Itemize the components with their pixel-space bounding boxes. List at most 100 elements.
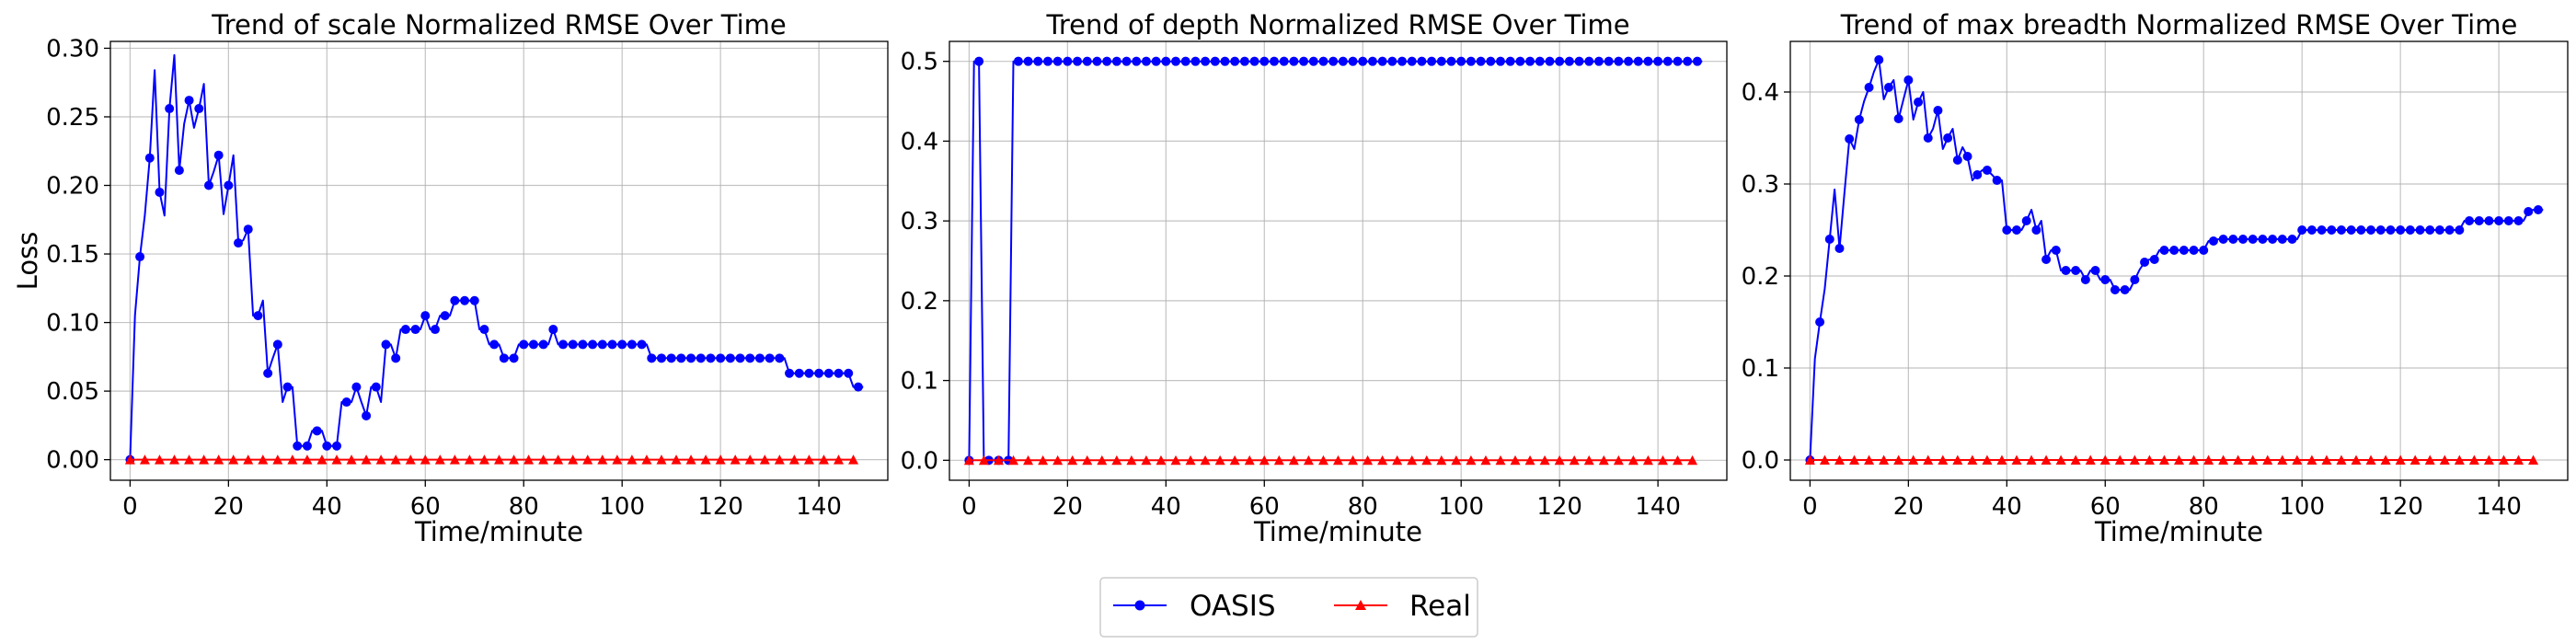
data-point-oasis bbox=[1289, 56, 1299, 66]
data-point-real bbox=[287, 454, 298, 465]
data-point-oasis bbox=[2287, 235, 2297, 244]
data-point-real bbox=[1229, 454, 1240, 466]
data-point-oasis bbox=[2336, 225, 2346, 235]
y-tick-label: 0.2 bbox=[901, 288, 938, 316]
data-point-oasis bbox=[194, 104, 204, 114]
data-point-real bbox=[124, 454, 135, 465]
data-point-real bbox=[1510, 454, 1521, 466]
y-axis-label: Loss bbox=[12, 232, 43, 291]
data-point-oasis bbox=[1417, 56, 1427, 66]
data-point-oasis bbox=[1633, 56, 1643, 66]
chart-panel-1: 0 20 40 60 80 100 120 140 0.00 0.05 0.10 0.15 0.20 0.… bbox=[12, 9, 889, 547]
data-point-real bbox=[1348, 454, 1359, 466]
data-point-oasis bbox=[420, 311, 431, 321]
data-point-oasis bbox=[302, 441, 312, 451]
data-point-oasis bbox=[1033, 56, 1043, 66]
data-point-real bbox=[390, 454, 401, 465]
data-point-real bbox=[494, 454, 504, 465]
data-point-oasis bbox=[1683, 56, 1693, 66]
data-point-oasis bbox=[1427, 56, 1437, 66]
data-point-real bbox=[316, 454, 328, 465]
data-point-oasis bbox=[617, 339, 627, 350]
data-point-real bbox=[1967, 454, 1978, 465]
data-point-oasis bbox=[174, 166, 184, 176]
data-point-oasis bbox=[2396, 225, 2406, 235]
data-point-oasis bbox=[2533, 205, 2543, 214]
legend-frame bbox=[1099, 577, 1478, 638]
data-point-oasis bbox=[834, 368, 844, 378]
data-point-oasis bbox=[2061, 266, 2071, 275]
legend: OASIS Real bbox=[1099, 577, 1478, 638]
y-tick-label: 0.20 bbox=[46, 173, 99, 201]
data-point-oasis bbox=[2199, 246, 2209, 255]
data-point-real bbox=[656, 454, 667, 465]
data-point-oasis bbox=[2297, 225, 2307, 235]
data-point-oasis bbox=[2120, 285, 2130, 294]
data-point-oasis bbox=[578, 339, 588, 350]
data-point-oasis bbox=[607, 339, 617, 350]
x-axis-label: Time/minute bbox=[1253, 516, 1422, 547]
data-point-oasis bbox=[213, 150, 224, 160]
data-point-oasis bbox=[627, 339, 637, 350]
data-point-oasis bbox=[2002, 225, 2012, 235]
data-point-oasis bbox=[1387, 56, 1397, 66]
data-point-real bbox=[2277, 454, 2288, 465]
data-point-oasis bbox=[1604, 56, 1614, 66]
data-point-real bbox=[2306, 454, 2317, 465]
data-point-oasis bbox=[2386, 225, 2396, 235]
data-point-real bbox=[2026, 454, 2037, 465]
data-point-oasis bbox=[1121, 56, 1132, 66]
data-point-oasis bbox=[1308, 56, 1318, 66]
data-point-oasis bbox=[745, 353, 755, 363]
data-point-oasis bbox=[974, 56, 984, 66]
x-tick-label: 140 bbox=[2476, 493, 2522, 521]
data-point-oasis bbox=[1845, 134, 1855, 144]
data-point-oasis bbox=[2405, 225, 2415, 235]
data-point-oasis bbox=[2306, 225, 2317, 235]
data-point-oasis bbox=[735, 353, 745, 363]
x-tick-label: 40 bbox=[1151, 493, 1181, 521]
data-point-oasis bbox=[2238, 235, 2248, 244]
data-point-oasis bbox=[1854, 115, 1864, 124]
data-point-real bbox=[1421, 454, 1432, 466]
data-point-oasis bbox=[2041, 255, 2052, 264]
data-point-real bbox=[478, 454, 489, 465]
data-point-real bbox=[2203, 454, 2214, 465]
data-point-real bbox=[1627, 454, 1639, 466]
x-tick-label: 60 bbox=[410, 493, 441, 521]
data-point-oasis bbox=[1259, 56, 1270, 66]
data-point-real bbox=[1317, 454, 1328, 466]
data-point-real bbox=[1613, 454, 1624, 466]
data-point-real bbox=[1495, 454, 1506, 466]
legend-real-marker bbox=[1355, 600, 1366, 610]
y-tick-label: 0.0 bbox=[901, 447, 938, 475]
data-point-real bbox=[1834, 454, 1845, 465]
data-point-real bbox=[2528, 454, 2539, 465]
data-point-oasis bbox=[1893, 114, 1903, 123]
data-point-oasis bbox=[2071, 266, 2081, 275]
data-point-oasis bbox=[1397, 56, 1408, 66]
data-point-real bbox=[449, 454, 460, 465]
data-point-oasis bbox=[765, 353, 775, 363]
data-point-real bbox=[184, 454, 195, 465]
data-point-oasis bbox=[165, 104, 175, 114]
data-point-oasis bbox=[2503, 216, 2513, 225]
chart-panel-2: 0 20 40 60 80 100 120 140 0.0 0.1 0.2 0.3 0.4 0.5 Tren… bbox=[901, 9, 1728, 547]
data-point-oasis bbox=[1466, 56, 1476, 66]
data-point-real bbox=[1480, 454, 1491, 466]
data-point-oasis bbox=[1279, 56, 1289, 66]
data-point-real bbox=[272, 454, 283, 465]
data-point-oasis bbox=[785, 368, 795, 378]
data-point-real bbox=[464, 454, 475, 465]
data-point-oasis bbox=[1348, 56, 1358, 66]
data-point-real bbox=[258, 454, 269, 465]
data-point-real bbox=[978, 454, 989, 466]
data-point-real bbox=[2439, 454, 2450, 465]
data-point-oasis bbox=[322, 441, 332, 451]
data-point-real bbox=[2351, 454, 2362, 465]
data-point-oasis bbox=[1102, 56, 1112, 66]
data-point-oasis bbox=[2346, 225, 2356, 235]
data-point-real bbox=[2262, 454, 2273, 465]
data-point-oasis bbox=[2484, 216, 2494, 225]
data-point-real bbox=[1804, 454, 1815, 465]
